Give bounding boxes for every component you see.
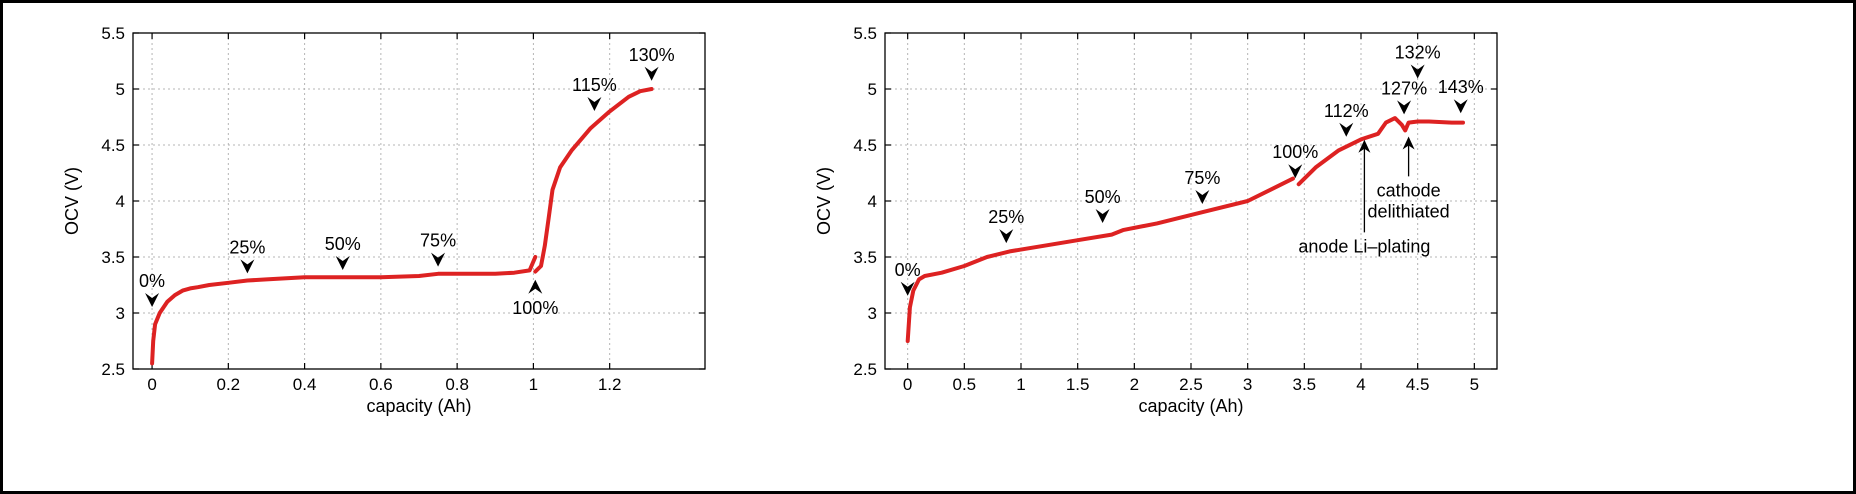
- arrow-up-icon: [528, 279, 543, 294]
- arrow-down-icon: [240, 259, 255, 274]
- annotation: 75%: [1184, 168, 1220, 204]
- x-axis-label: capacity (Ah): [366, 396, 471, 416]
- x-tick-label: 2.5: [1179, 375, 1203, 394]
- annotation: 25%: [229, 237, 265, 274]
- arrow-down-icon: [1453, 99, 1468, 114]
- y-tick-label: 4: [116, 192, 125, 211]
- arrow-down-icon: [1410, 64, 1425, 79]
- callout-label: delithiated: [1368, 201, 1450, 221]
- annotation-label: 130%: [629, 45, 675, 65]
- x-tick-label: 0: [147, 375, 156, 394]
- arrow-up-icon: [1402, 136, 1415, 150]
- y-tick-label: 2.5: [101, 360, 125, 379]
- x-tick-label: 1.5: [1066, 375, 1090, 394]
- annotation-label: 115%: [572, 75, 617, 95]
- arrow-down-icon: [431, 252, 446, 267]
- x-tick-label: 0.6: [369, 375, 393, 394]
- y-tick-label: 3: [868, 304, 877, 323]
- arrow-down-icon: [644, 66, 659, 81]
- y-axis-label: OCV (V): [62, 167, 82, 235]
- arrow-down-icon: [587, 97, 602, 111]
- y-tick-label: 3: [116, 304, 125, 323]
- arrow-down-icon: [335, 256, 350, 271]
- y-tick-label: 3.5: [101, 248, 125, 267]
- annotation: 132%: [1395, 43, 1441, 79]
- x-tick-label: 3.5: [1293, 375, 1317, 394]
- annotation: 115%: [572, 75, 617, 111]
- x-tick-label: 0.4: [293, 375, 317, 394]
- annotation-label: 127%: [1381, 78, 1427, 98]
- x-tick-label: 1: [529, 375, 538, 394]
- x-tick-label: 1.2: [598, 375, 622, 394]
- y-axis-label: OCV (V): [814, 167, 834, 235]
- x-tick-label: 3: [1243, 375, 1252, 394]
- annotation-label: 100%: [1272, 142, 1318, 162]
- annotation-label: 143%: [1438, 77, 1484, 97]
- x-tick-label: 0.2: [217, 375, 241, 394]
- annotation-label: 75%: [1184, 168, 1220, 188]
- arrow-down-icon: [999, 229, 1014, 244]
- arrow-down-icon: [1195, 189, 1210, 204]
- annotation-label: 0%: [895, 260, 921, 280]
- annotation: 25%: [988, 207, 1024, 244]
- chart-2: 0 0.5 1 1.5 2 2.5 3 3.5 4 4.5 5 2.5 3 3.5 4 4.5 5 5.5 capa…: [814, 24, 1498, 416]
- arrow-down-icon: [145, 293, 160, 307]
- annotation: 50%: [325, 234, 361, 271]
- y-tick-label: 3.5: [853, 248, 877, 267]
- annotation: 50%: [1085, 187, 1121, 223]
- x-axis-label: capacity (Ah): [1138, 396, 1243, 416]
- annotation: 143%: [1438, 77, 1484, 114]
- annotation: 112%: [1324, 101, 1369, 137]
- arrow-down-icon: [900, 281, 915, 296]
- series-line-segment: [905, 176, 1295, 343]
- x-tick-label: 1: [1016, 375, 1025, 394]
- x-tick-label: 0.5: [953, 375, 977, 394]
- arrow-down-icon: [1397, 100, 1412, 115]
- x-tick-label: 4.5: [1406, 375, 1430, 394]
- arrow-down-icon: [1288, 164, 1303, 179]
- y-tick-label: 5.5: [853, 24, 877, 43]
- y-tick-label: 4: [868, 192, 877, 211]
- y-tick-label: 2.5: [853, 360, 877, 379]
- annotation-label: 75%: [420, 231, 456, 251]
- annotation-label: 25%: [229, 237, 265, 257]
- annotation-label: 25%: [988, 207, 1024, 227]
- annotation: 0%: [895, 260, 921, 296]
- callout-label: anode Li–plating: [1298, 236, 1430, 256]
- annotation: 75%: [420, 231, 456, 267]
- y-tick-label: 5.5: [101, 24, 125, 43]
- annotation-label: 50%: [325, 234, 361, 254]
- annotation-label: 100%: [512, 298, 558, 318]
- annotation-label: 112%: [1324, 101, 1369, 121]
- callout: anode Li–plating: [1298, 139, 1430, 256]
- series-line-segment: [150, 255, 538, 366]
- y-tick-label: 4.5: [101, 136, 125, 155]
- annotation: 100%: [1272, 142, 1318, 179]
- y-tick-label: 4.5: [853, 136, 877, 155]
- annotation-label: 50%: [1085, 187, 1121, 207]
- arrow-down-icon: [1095, 209, 1110, 223]
- x-tick-label: 2: [1130, 375, 1139, 394]
- y-tick-label: 5: [116, 80, 125, 99]
- x-tick-label: 0: [903, 375, 912, 394]
- arrow-up-icon: [1358, 139, 1371, 153]
- arrow-down-icon: [1339, 122, 1354, 137]
- x-tick-label: 4: [1356, 375, 1365, 394]
- series-line-segment: [533, 87, 654, 274]
- annotation: 100%: [512, 279, 558, 318]
- x-tick-label: 5: [1470, 375, 1479, 394]
- annotation-label: 132%: [1395, 43, 1441, 63]
- x-tick-label: 0.8: [445, 375, 469, 394]
- annotation: 127%: [1381, 78, 1427, 115]
- annotation: 130%: [629, 45, 675, 81]
- series-line-segment: [1296, 116, 1465, 187]
- annotation-label: 0%: [139, 271, 165, 291]
- callout-label: cathode: [1377, 180, 1441, 200]
- annotation: 0%: [139, 271, 165, 307]
- y-tick-label: 5: [868, 80, 877, 99]
- chart-1: 0 0.2 0.4 0.6 0.8 1 1.2 2.5 3 3.5 4 4.5 5 5.5 capacity…: [62, 24, 706, 416]
